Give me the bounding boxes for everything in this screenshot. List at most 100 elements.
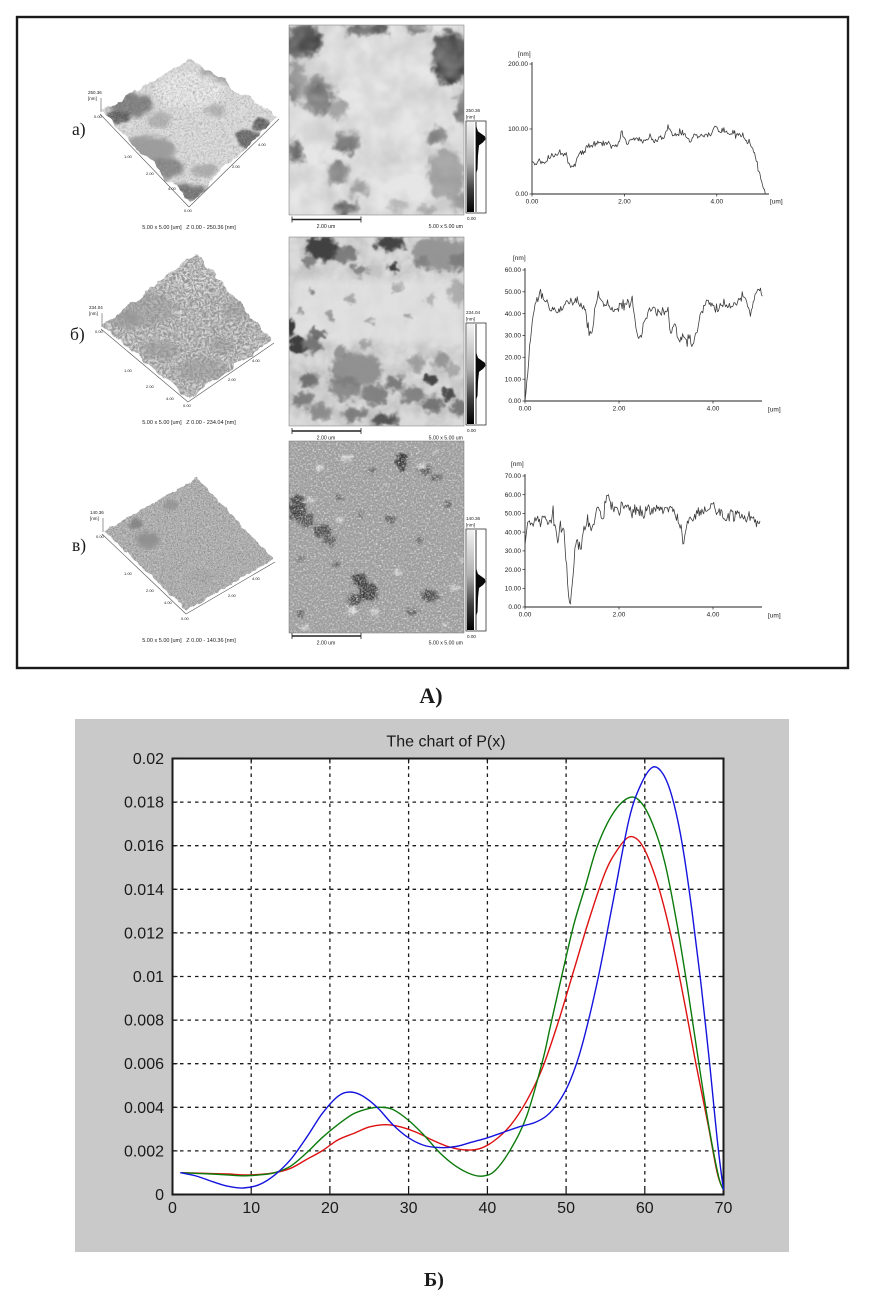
- svg-text:[nm]: [nm]: [513, 255, 526, 262]
- svg-text:0.00: 0.00: [95, 329, 104, 334]
- svg-text:2.00: 2.00: [146, 171, 155, 176]
- svg-text:5.00 x 5.00 [um] Z 0.00 - 14: 5.00 x 5.00 [um] Z 0.00 - 140.36 [nm]: [142, 638, 236, 644]
- svg-text:30.00: 30.00: [505, 548, 522, 555]
- svg-text:0.00: 0.00: [467, 634, 476, 639]
- svg-text:0.00: 0.00: [508, 398, 521, 405]
- svg-text:60.00: 60.00: [505, 492, 522, 499]
- svg-text:2.00: 2.00: [618, 199, 631, 206]
- svg-text:30: 30: [400, 1200, 418, 1217]
- svg-text:200.00: 200.00: [508, 61, 528, 68]
- svg-text:0.018: 0.018: [124, 795, 164, 812]
- svg-text:40.00: 40.00: [505, 529, 522, 536]
- svg-text:0.00: 0.00: [467, 216, 476, 221]
- svg-text:4.00: 4.00: [168, 186, 177, 191]
- svg-text:[nm]: [nm]: [90, 516, 99, 521]
- svg-text:0.00: 0.00: [508, 604, 521, 611]
- svg-text:[nm]: [nm]: [518, 51, 531, 58]
- svg-text:[um]: [um]: [768, 407, 781, 414]
- svg-text:в): в): [72, 535, 86, 555]
- svg-text:А): А): [419, 683, 442, 708]
- svg-text:4.00: 4.00: [252, 576, 261, 581]
- svg-text:б): б): [70, 324, 85, 344]
- svg-text:5.00 x 5.00 [um] Z 0.00 - 23: 5.00 x 5.00 [um] Z 0.00 - 234.04 [nm]: [142, 420, 236, 426]
- svg-text:5.00 x 5.00 [um] Z 0.00 - 25: 5.00 x 5.00 [um] Z 0.00 - 250.36 [nm]: [142, 225, 236, 231]
- svg-text:100.00: 100.00: [508, 126, 528, 133]
- svg-text:2.00 um: 2.00 um: [317, 436, 336, 442]
- svg-text:234.04: 234.04: [466, 310, 480, 315]
- svg-text:0.012: 0.012: [124, 925, 164, 942]
- svg-text:0.00: 0.00: [94, 114, 103, 119]
- svg-text:4.00: 4.00: [258, 142, 267, 147]
- svg-text:0.00: 0.00: [519, 406, 532, 413]
- svg-text:0.00: 0.00: [467, 428, 476, 433]
- svg-text:0.008: 0.008: [124, 1013, 164, 1030]
- svg-text:1.00: 1.00: [124, 368, 133, 373]
- svg-text:0.014: 0.014: [124, 882, 164, 899]
- svg-text:[um]: [um]: [768, 613, 781, 620]
- svg-text:0.00: 0.00: [519, 612, 532, 619]
- svg-text:[nm]: [nm]: [466, 523, 475, 528]
- svg-text:2.00: 2.00: [232, 164, 241, 169]
- svg-text:50: 50: [557, 1200, 575, 1217]
- svg-text:0.00: 0.00: [96, 534, 105, 539]
- svg-text:50.00: 50.00: [505, 511, 522, 518]
- svg-text:5.00 x 5.00 um: 5.00 x 5.00 um: [429, 436, 463, 442]
- svg-text:234.04: 234.04: [89, 305, 103, 310]
- svg-text:[nm]: [nm]: [466, 115, 475, 120]
- svg-text:10: 10: [242, 1200, 260, 1217]
- svg-text:140.36: 140.36: [90, 510, 104, 515]
- svg-text:[nm]: [nm]: [88, 96, 97, 101]
- svg-text:2.00: 2.00: [146, 588, 155, 593]
- svg-text:0.00: 0.00: [526, 199, 539, 206]
- svg-text:70: 70: [715, 1200, 733, 1217]
- svg-text:60: 60: [636, 1200, 654, 1217]
- svg-text:0.006: 0.006: [124, 1056, 164, 1073]
- svg-text:2.00: 2.00: [613, 612, 626, 619]
- svg-text:5.00 x 5.00 um: 5.00 x 5.00 um: [429, 224, 463, 230]
- svg-text:0.00: 0.00: [181, 616, 190, 621]
- svg-text:5.00 x 5.00 um: 5.00 x 5.00 um: [429, 641, 463, 647]
- svg-text:0.016: 0.016: [124, 838, 164, 855]
- svg-text:[nm]: [nm]: [466, 317, 475, 322]
- svg-text:10.00: 10.00: [505, 376, 522, 383]
- svg-text:а): а): [72, 119, 86, 139]
- svg-text:0.02: 0.02: [133, 751, 164, 768]
- svg-text:4.00: 4.00: [252, 358, 261, 363]
- svg-text:4.00: 4.00: [710, 199, 723, 206]
- svg-text:4.00: 4.00: [707, 612, 720, 619]
- svg-text:20.00: 20.00: [505, 567, 522, 574]
- svg-text:4.00: 4.00: [164, 600, 173, 605]
- svg-text:140.36: 140.36: [466, 516, 480, 521]
- svg-text:0.002: 0.002: [124, 1143, 164, 1160]
- svg-text:50.00: 50.00: [505, 289, 522, 296]
- svg-text:2.00: 2.00: [613, 406, 626, 413]
- svg-text:0.00: 0.00: [515, 191, 528, 198]
- svg-text:0.00: 0.00: [184, 208, 193, 213]
- svg-text:0.01: 0.01: [133, 969, 164, 986]
- svg-text:0.00: 0.00: [183, 403, 192, 408]
- svg-text:[um]: [um]: [770, 199, 783, 206]
- svg-text:1.00: 1.00: [124, 154, 133, 159]
- svg-text:250.36: 250.36: [88, 90, 102, 95]
- svg-text:4.00: 4.00: [166, 396, 175, 401]
- svg-text:0.004: 0.004: [124, 1100, 164, 1117]
- svg-text:1.00: 1.00: [124, 571, 133, 576]
- svg-text:30.00: 30.00: [505, 333, 522, 340]
- svg-text:[nm]: [nm]: [511, 461, 524, 468]
- svg-text:2.00: 2.00: [146, 384, 155, 389]
- svg-text:2.00: 2.00: [228, 593, 237, 598]
- svg-text:Б): Б): [424, 1269, 444, 1291]
- svg-text:2.00: 2.00: [228, 377, 237, 382]
- svg-text:10.00: 10.00: [505, 586, 522, 593]
- svg-text:70.00: 70.00: [505, 473, 522, 480]
- svg-text:20: 20: [321, 1200, 339, 1217]
- svg-text:40.00: 40.00: [505, 311, 522, 318]
- svg-text:0: 0: [155, 1187, 164, 1204]
- svg-text:The chart of P(x): The chart of P(x): [386, 734, 505, 751]
- svg-text:4.00: 4.00: [707, 406, 720, 413]
- svg-text:250.36: 250.36: [466, 108, 480, 113]
- svg-text:2.00 um: 2.00 um: [317, 224, 336, 230]
- svg-text:0: 0: [168, 1200, 177, 1217]
- svg-text:40: 40: [478, 1200, 496, 1217]
- svg-text:60.00: 60.00: [505, 267, 522, 274]
